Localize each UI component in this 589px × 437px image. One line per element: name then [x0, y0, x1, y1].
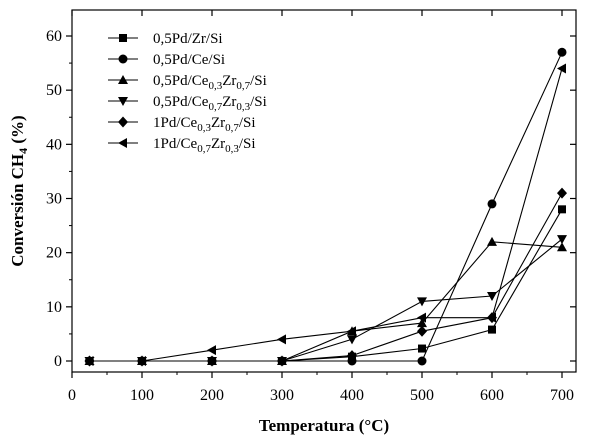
- data-point: [558, 205, 566, 214]
- series-3: [84, 236, 567, 365]
- data-point: [347, 335, 357, 345]
- x-tick-label: 500: [410, 387, 434, 404]
- data-point: [557, 63, 566, 74]
- y-tick-label: 0: [54, 353, 62, 370]
- series-line: [89, 192, 563, 362]
- data-point: [418, 344, 426, 353]
- series-line: [89, 68, 563, 362]
- data-point: [137, 356, 146, 366]
- data-point: [557, 187, 567, 199]
- legend-label: 0,5Pd/Ce0,7Zr0,3/Si: [153, 94, 267, 113]
- data-point: [207, 345, 216, 356]
- legend-entry-1: 0,5Pd/Zr/Si: [108, 31, 223, 47]
- data-point: [417, 325, 427, 337]
- x-axis-title: Temperatura (°C): [259, 416, 389, 435]
- data-point: [277, 355, 287, 367]
- x-tick-label: 200: [200, 387, 224, 404]
- legend-marker: [118, 97, 128, 106]
- data-point: [207, 355, 217, 367]
- data-point: [557, 242, 567, 252]
- legend-marker: [118, 54, 128, 64]
- series-layer: [84, 47, 567, 367]
- legend-entry-6: 1Pd/Ce0,7Zr0,3/Si: [108, 136, 256, 155]
- data-point: [277, 334, 286, 345]
- legend-marker: [118, 75, 128, 84]
- data-point: [557, 47, 567, 57]
- legend-entry-2: 0,5Pd/Ce/Si: [108, 52, 225, 68]
- y-tick-label: 50: [46, 82, 62, 99]
- legend-marker: [118, 116, 128, 128]
- data-point: [487, 312, 496, 323]
- x-tick-label: 700: [550, 387, 574, 404]
- legend-marker: [118, 138, 127, 148]
- legend-label: 0,5Pd/Ce0,3Zr0,7/Si: [153, 73, 267, 92]
- data-point: [84, 356, 94, 366]
- y-tick-label: 60: [46, 28, 62, 45]
- series-4: [84, 235, 567, 366]
- x-tick-label: 600: [480, 387, 504, 404]
- legend-label: 1Pd/Ce0,7Zr0,3/Si: [153, 136, 256, 155]
- data-point: [557, 235, 567, 245]
- x-tick-label: 100: [130, 387, 154, 404]
- legend: 0,5Pd/Zr/Si 0,5Pd/Ce/Si 0,5Pd/Ce0,3Zr0,7/S…: [108, 31, 267, 155]
- y-axis-title: Conversión CH4 (%): [8, 115, 30, 266]
- data-point: [347, 326, 356, 337]
- data-point: [487, 236, 497, 246]
- series-line: [89, 209, 563, 362]
- y-tick-label: 10: [46, 299, 62, 316]
- legend-label: 1Pd/Ce0,3Zr0,7/Si: [153, 115, 256, 134]
- x-tick-label: 300: [270, 387, 294, 404]
- data-point: [417, 297, 427, 307]
- x-tick-label: 400: [340, 387, 364, 404]
- legend-entry-5: 1Pd/Ce0,3Zr0,7/Si: [108, 115, 256, 134]
- plot-frame: [71, 9, 577, 373]
- y-tick-label: 20: [46, 245, 62, 262]
- data-point: [487, 292, 497, 301]
- data-point: [487, 199, 497, 209]
- y-tick-label: 30: [46, 191, 62, 208]
- series-1: [85, 205, 566, 365]
- legend-label: 0,5Pd/Ce/Si: [153, 52, 225, 68]
- data-point: [417, 318, 427, 328]
- series-line: [89, 241, 563, 362]
- data-point: [417, 312, 426, 323]
- data-point: [417, 356, 427, 366]
- legend-label: 0,5Pd/Zr/Si: [153, 31, 223, 47]
- x-tick-label: 0: [68, 387, 76, 404]
- legend-marker: [119, 34, 127, 42]
- y-tick-label: 40: [46, 136, 62, 153]
- series-6: [84, 63, 566, 366]
- series-5: [84, 187, 567, 367]
- legend-entry-3: 0,5Pd/Ce0,3Zr0,7/Si: [108, 73, 267, 92]
- axes-layer: 0 100 200 300 400 500 600 700 0 10 20 30 40 50 60 Tempe…: [8, 9, 577, 435]
- data-point: [488, 325, 496, 334]
- data-point: [347, 350, 357, 362]
- legend-entry-4: 0,5Pd/Ce0,7Zr0,3/Si: [108, 94, 267, 113]
